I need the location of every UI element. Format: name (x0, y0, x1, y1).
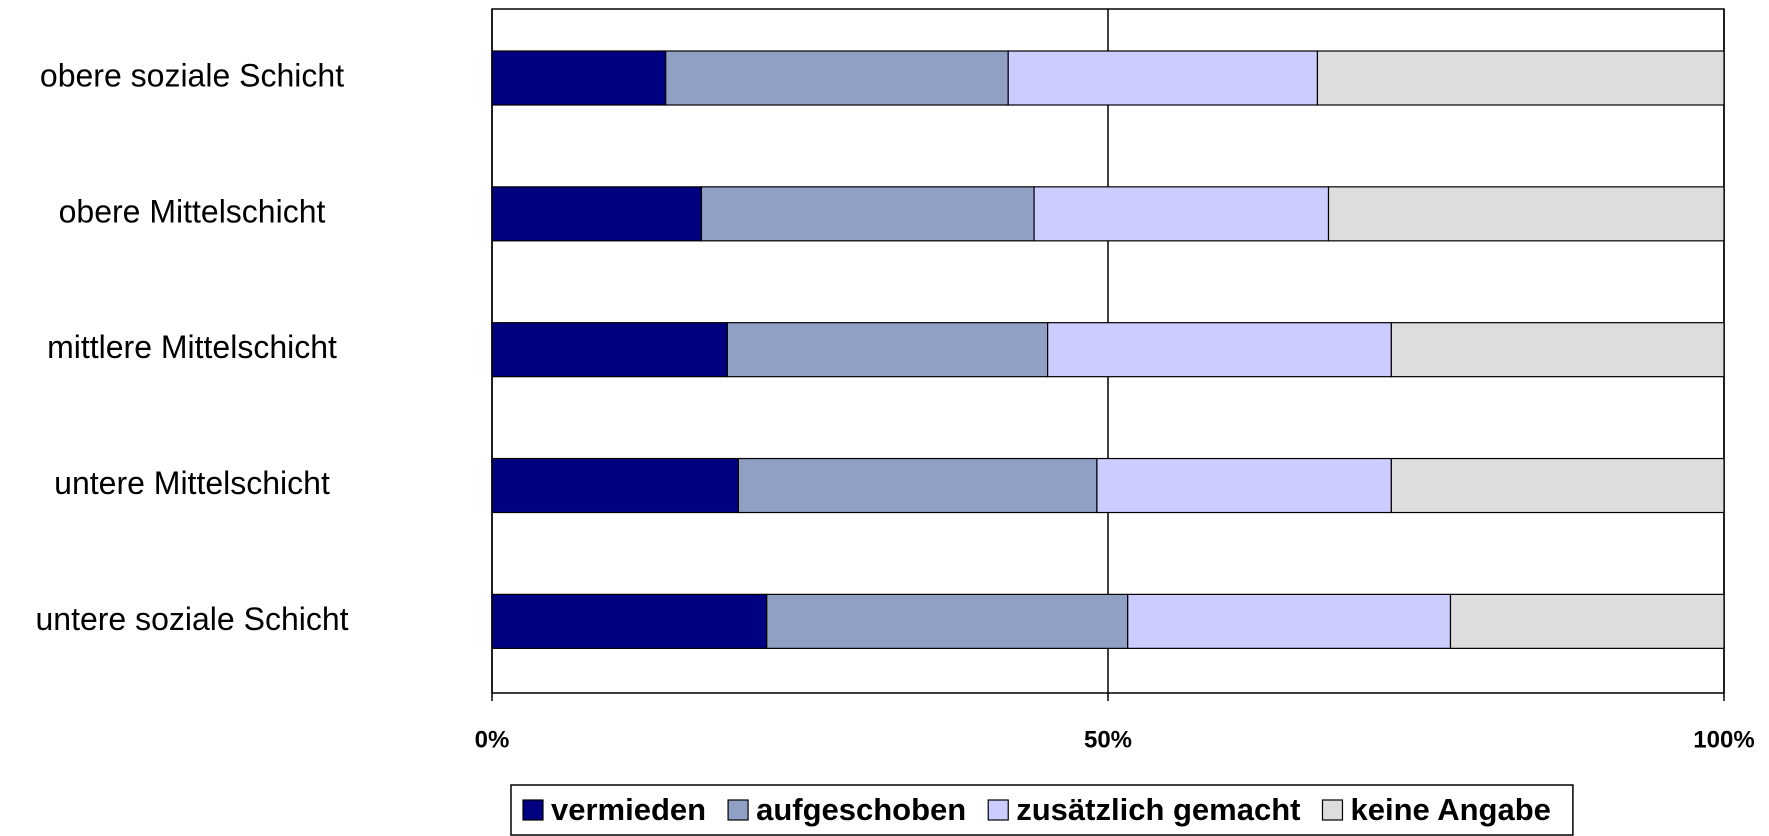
legend-swatch (522, 799, 544, 821)
legend-box (510, 784, 1574, 836)
bar-segment (1449, 593, 1725, 649)
bar-segment (1390, 322, 1725, 378)
legend-label: vermieden (551, 792, 706, 827)
bar-segment (491, 322, 728, 378)
x-tick-label: 0% (475, 726, 510, 753)
bar-segment (1316, 50, 1725, 106)
category-label: mittlere Mittelschicht (47, 329, 337, 365)
legend-label: aufgeschoben (756, 792, 966, 827)
legend-label: keine Angabe (1350, 792, 1550, 827)
bar-segment (737, 457, 1098, 514)
bar-segment (1047, 322, 1392, 378)
bar-segment (766, 593, 1129, 649)
bar-segment (491, 186, 703, 242)
bar-segment (491, 457, 739, 514)
legend-swatch (727, 799, 749, 821)
category-label: untere Mittelschicht (54, 465, 330, 501)
category-label: untere soziale Schicht (35, 601, 348, 637)
bar-segment (726, 322, 1049, 378)
bar-segment (1327, 186, 1725, 242)
category-label: obere Mittelschicht (59, 193, 326, 229)
bar-segment (700, 186, 1035, 242)
bar-segment (1127, 593, 1452, 649)
legend-label: zusätzlich gemacht (1016, 792, 1300, 827)
bar-segment (665, 50, 1009, 106)
x-tick-label: 50% (1084, 726, 1132, 753)
category-label: obere soziale Schicht (40, 57, 344, 93)
bar-segment (1033, 186, 1330, 242)
bar-segment (1007, 50, 1319, 106)
bar-segment (1390, 457, 1725, 514)
bar-segment (1096, 457, 1392, 514)
x-tick-label: 100% (1693, 726, 1754, 753)
legend: vermieden aufgeschoben zusätzlich gemacht k… (510, 784, 1574, 836)
bar-segment (491, 593, 768, 649)
bar-segment (491, 50, 667, 106)
legend-swatch (1321, 799, 1344, 821)
legend-swatch (987, 799, 1009, 821)
